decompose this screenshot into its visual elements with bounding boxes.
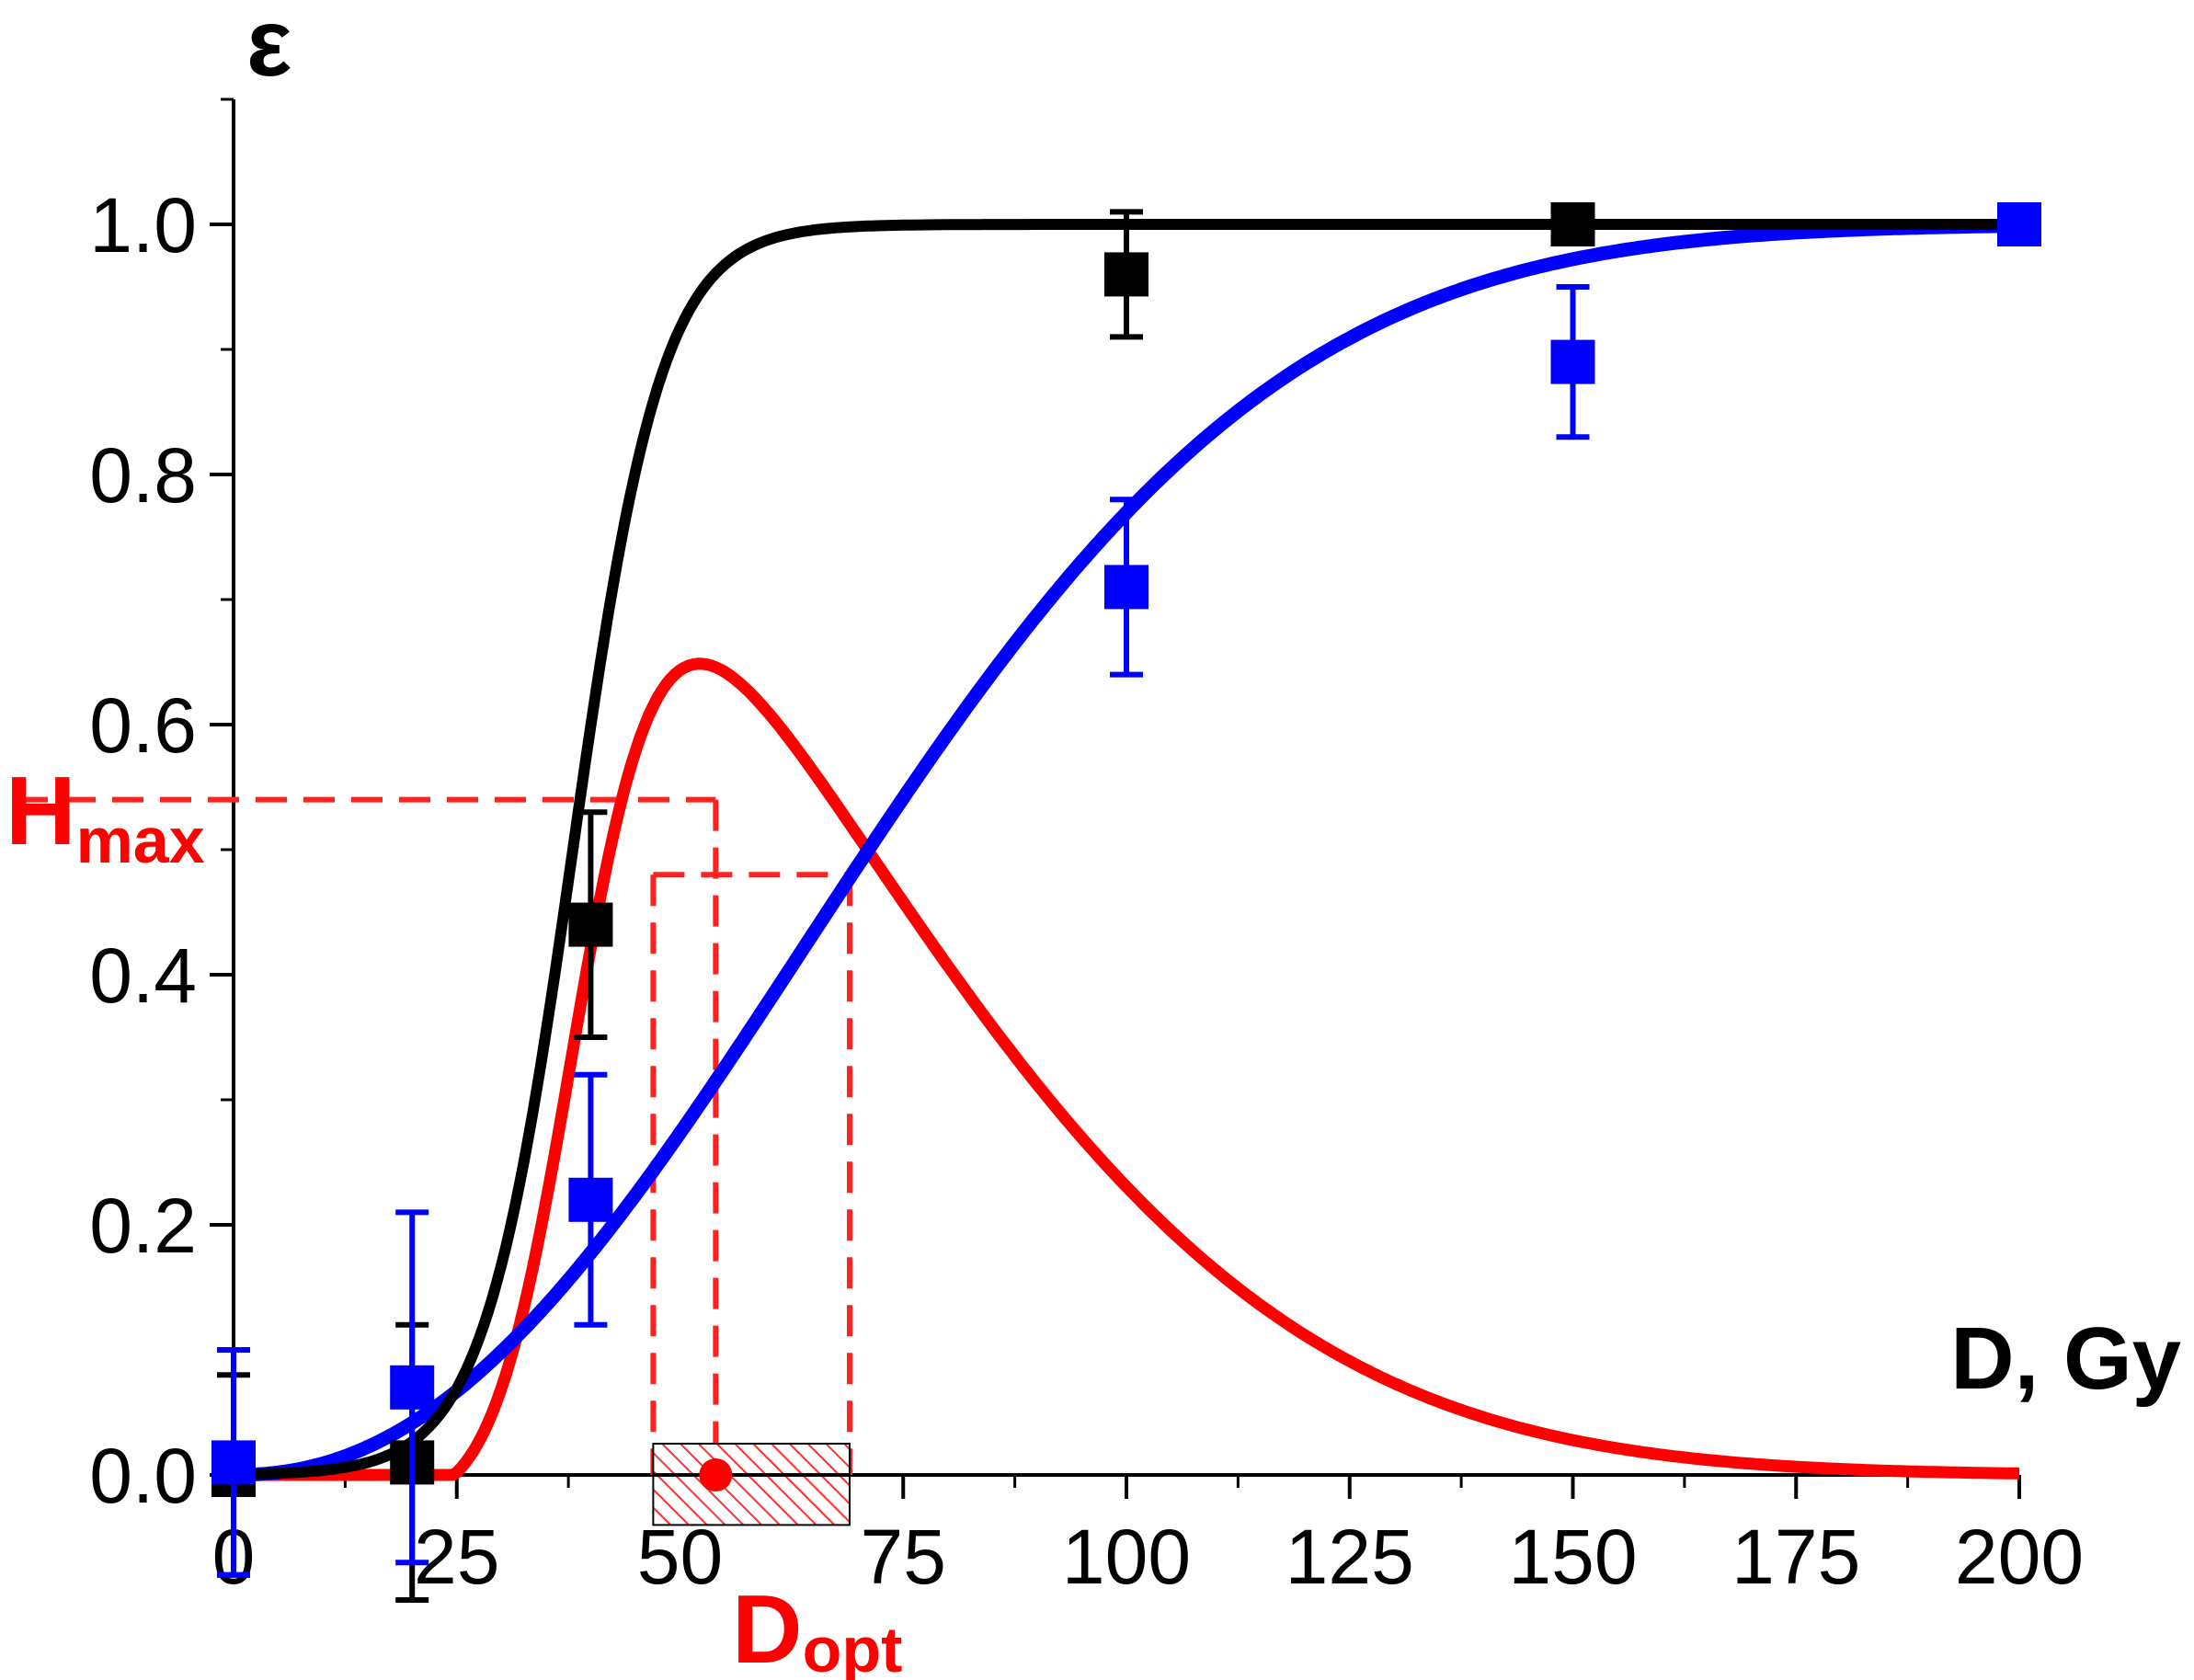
- data-marker: [390, 1365, 435, 1410]
- x-tick-label: 125: [1286, 1514, 1414, 1600]
- h-max-label-sub: max: [76, 805, 205, 876]
- blue-data-point: [1997, 202, 2041, 246]
- y-axis-label: ε: [246, 0, 291, 97]
- data-marker: [1104, 565, 1148, 610]
- blue-data-point: [1104, 497, 1148, 678]
- blue-data-point: [1550, 284, 1595, 440]
- blue-data-point: [390, 1209, 435, 1566]
- black-data-point: [568, 809, 613, 1040]
- x-tick-label: 150: [1508, 1514, 1637, 1600]
- y-tick-label: 0.4: [89, 932, 197, 1019]
- data-marker: [568, 902, 613, 947]
- y-tick-label: 0.2: [89, 1183, 197, 1269]
- x-axis-label: D, Gy: [1950, 1309, 2181, 1408]
- x-tick-label: 200: [1955, 1514, 2084, 1600]
- blue-data-point: [568, 1071, 613, 1328]
- d-opt-dot: [699, 1458, 733, 1491]
- fit-curves: [231, 219, 2022, 1482]
- x-tick-label: 50: [637, 1514, 723, 1600]
- d-opt-label-main: D: [732, 1575, 803, 1680]
- y-tick-label: 0.6: [89, 682, 197, 769]
- y-tick-label: 1.0: [89, 182, 197, 269]
- data-marker: [1104, 252, 1148, 297]
- data-points: [211, 202, 2041, 1603]
- data-marker: [211, 1440, 256, 1485]
- h-max-label: Hmax: [6, 757, 205, 876]
- blue-fit-curve: [231, 219, 2022, 1482]
- data-marker: [1550, 202, 1595, 246]
- x-tick-label: 100: [1062, 1514, 1191, 1600]
- black-data-point: [1104, 209, 1148, 340]
- blue-data-point: [211, 1347, 256, 1578]
- x-tick-label: 75: [861, 1514, 946, 1600]
- h-max-label-main: H: [6, 757, 76, 865]
- data-marker: [1550, 339, 1595, 384]
- x-axis-ticks: 0255075100125150175200: [212, 1475, 2084, 1600]
- data-marker: [1997, 202, 2041, 246]
- x-tick-label: 25: [414, 1514, 499, 1600]
- d-opt-label: Dopt: [732, 1575, 902, 1680]
- optimal-range-box: [652, 1443, 851, 1526]
- y-tick-label: 0.8: [89, 432, 197, 519]
- d-opt-label-sub: opt: [803, 1614, 903, 1680]
- x-tick-label: 175: [1731, 1514, 1860, 1600]
- red-curve: [232, 657, 2021, 1481]
- black-data-point: [1550, 202, 1595, 246]
- black-fit-curve: [232, 219, 2021, 1480]
- y-tick-label: 0.0: [89, 1433, 197, 1519]
- annotation-markers: [652, 1443, 851, 1526]
- data-marker: [568, 1177, 613, 1222]
